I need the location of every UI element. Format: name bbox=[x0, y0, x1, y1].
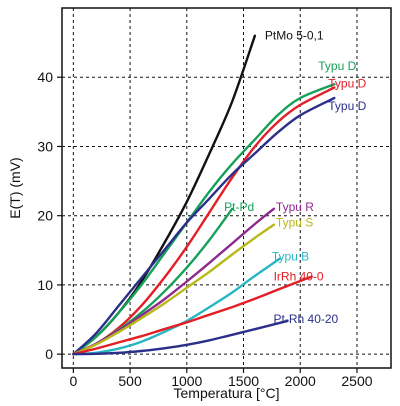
series-label-2: Typu D bbox=[328, 77, 366, 91]
series-label-8: IrRh 40-0 bbox=[274, 270, 324, 284]
y-tick-label: 40 bbox=[37, 69, 53, 85]
y-tick-label: 10 bbox=[37, 277, 53, 293]
series-line-8 bbox=[72, 275, 313, 356]
x-tick-label: 0 bbox=[69, 373, 77, 389]
series-label-0: PtMo 5-0,1 bbox=[265, 29, 324, 43]
series-label-7: Typu B bbox=[272, 250, 309, 264]
series-label-3: Typu D bbox=[328, 99, 366, 113]
series-labels: PtMo 5-0,1 Typu D Typu D Typu D Pt-Pd Typu R T… bbox=[224, 29, 366, 326]
series-label-5: Typu R bbox=[276, 200, 314, 214]
series-label-6: Typu S bbox=[276, 216, 313, 230]
series-label-1: Typu D bbox=[318, 59, 356, 73]
x-tick-label: 1000 bbox=[171, 373, 202, 389]
x-tick-label: 2000 bbox=[285, 373, 316, 389]
series-line-1 bbox=[72, 83, 336, 356]
x-tick-label: 1500 bbox=[228, 373, 259, 389]
series-line-3 bbox=[72, 96, 336, 356]
series-line-6 bbox=[72, 223, 276, 356]
plot-frame bbox=[61, 7, 392, 369]
y-axis-title: E(T) (mV) bbox=[7, 157, 23, 218]
axis-ticks: 0 500 1000 1500 2000 2500 0 10 20 30 40 bbox=[37, 69, 372, 389]
y-tick-label: 30 bbox=[37, 138, 53, 154]
x-tick-label: 500 bbox=[118, 373, 142, 389]
series-line-2 bbox=[72, 86, 336, 356]
series-line-9 bbox=[72, 319, 289, 356]
x-tick-label: 2500 bbox=[341, 373, 372, 389]
series-label-9: Pt-Rh 40-20 bbox=[274, 312, 339, 326]
series-lines bbox=[72, 34, 336, 356]
y-tick-label: 0 bbox=[45, 346, 53, 362]
x-axis-title: Temperatura [°C] bbox=[174, 385, 280, 401]
series-label-4: Pt-Pd bbox=[224, 200, 254, 214]
y-tick-label: 20 bbox=[37, 208, 53, 224]
